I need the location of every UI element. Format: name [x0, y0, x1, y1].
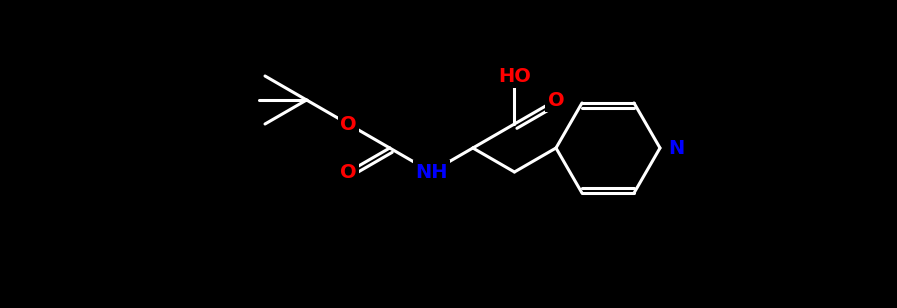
Text: N: N [668, 139, 684, 157]
Text: O: O [340, 115, 356, 133]
Text: NH: NH [415, 163, 448, 181]
Text: O: O [340, 163, 356, 181]
Text: O: O [548, 91, 564, 110]
Text: HO: HO [498, 67, 531, 86]
